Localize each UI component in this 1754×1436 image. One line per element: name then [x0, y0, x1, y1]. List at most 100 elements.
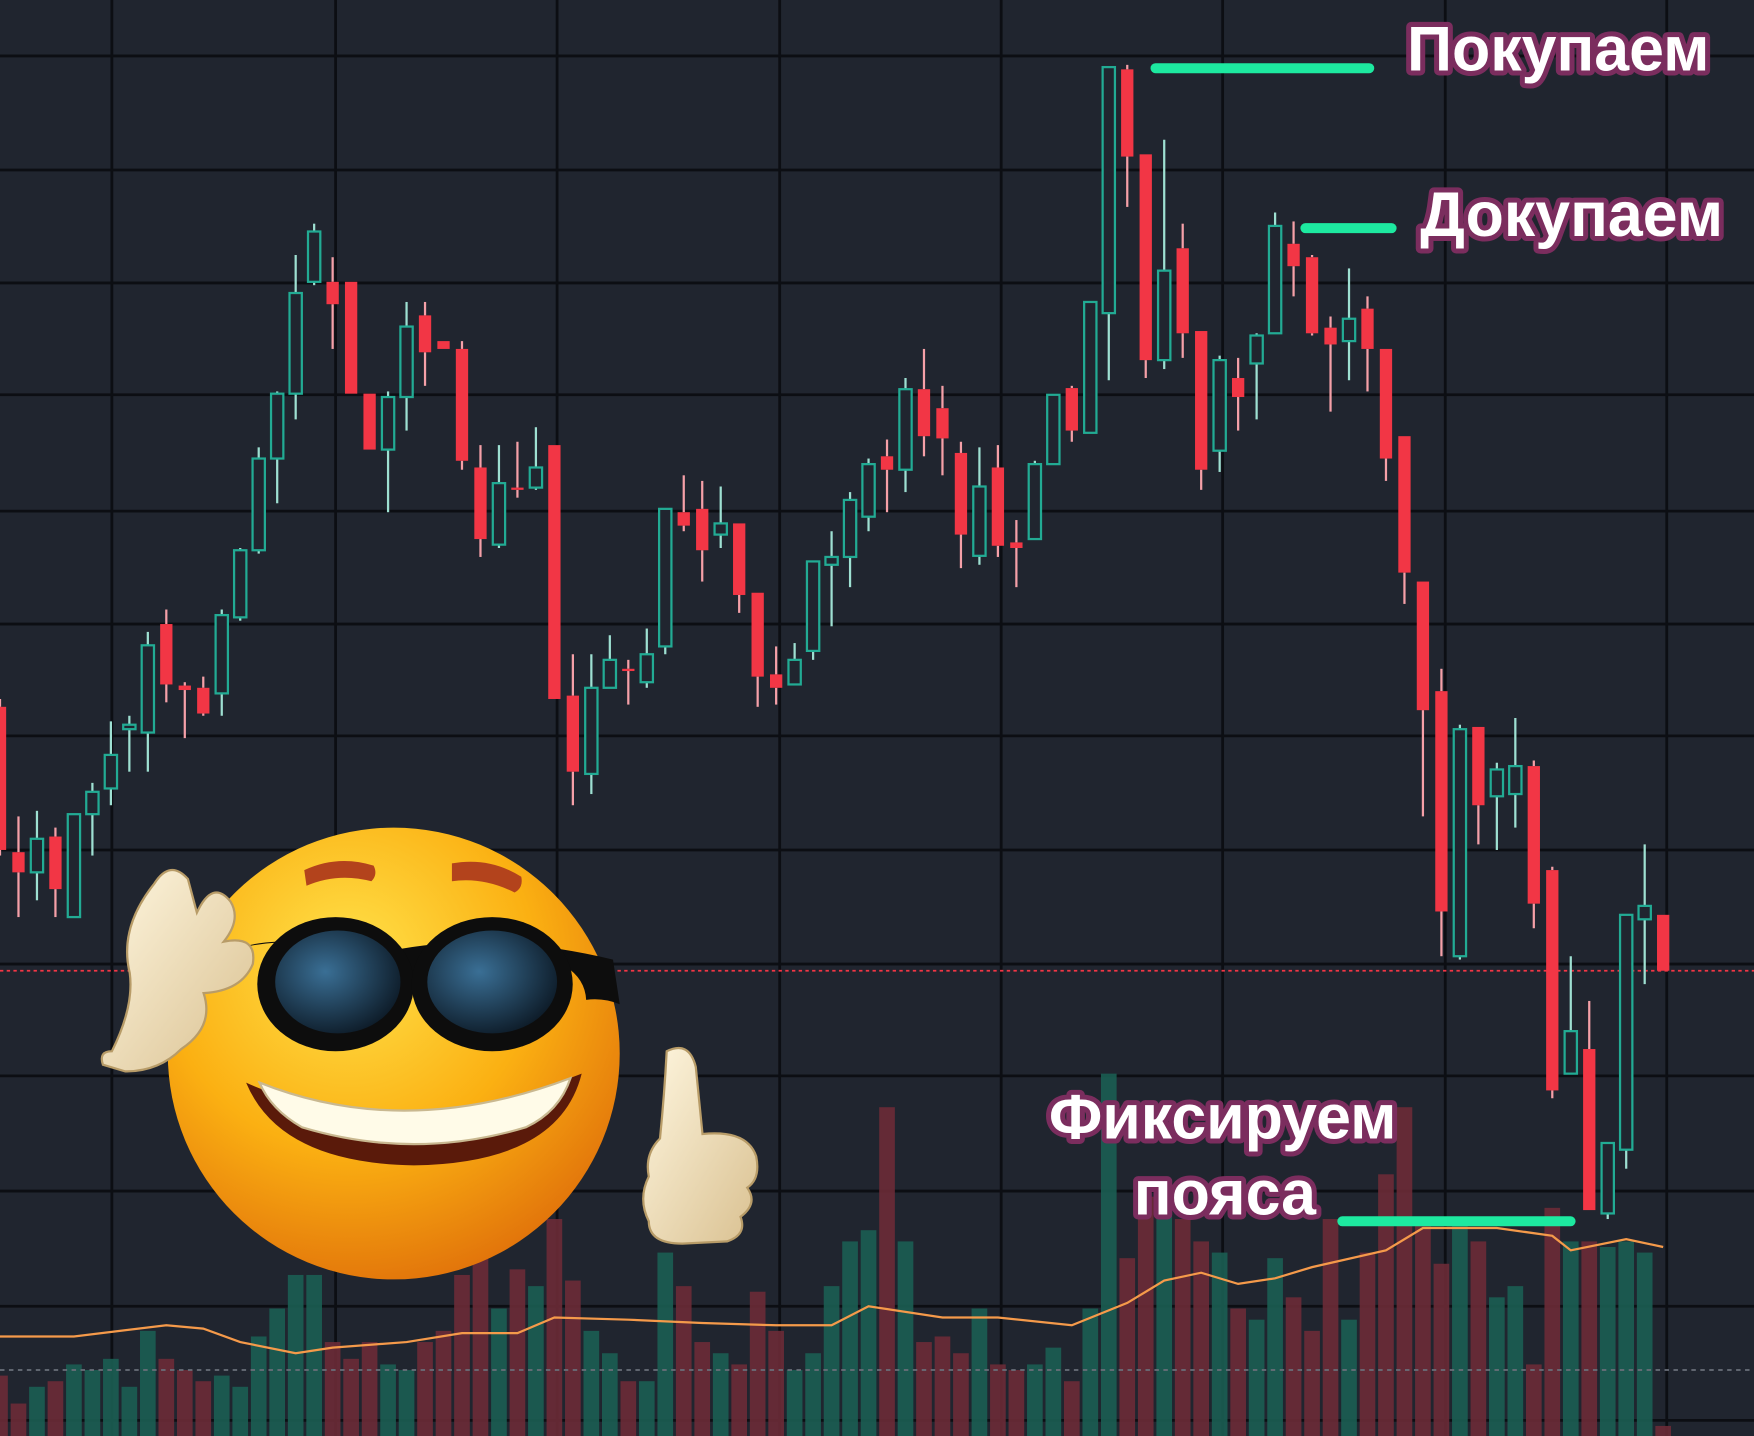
candle-body [418, 315, 432, 353]
candle-body [49, 836, 62, 890]
candle-body [1398, 436, 1411, 573]
candle-down [880, 439, 894, 513]
candle-body [602, 658, 618, 689]
candle-body [622, 668, 635, 672]
candle-down [418, 301, 432, 386]
volume-bar [1100, 1073, 1117, 1436]
volume-bar [232, 1386, 249, 1436]
candle-up [602, 635, 618, 689]
volume-bar [1156, 1207, 1173, 1436]
candle-up [1341, 268, 1357, 381]
candle-up [1046, 393, 1061, 466]
candle-body [1176, 248, 1189, 334]
candle-down [954, 441, 968, 569]
candle-down [160, 609, 173, 703]
candle-down [1176, 223, 1189, 358]
candle-body [1361, 308, 1374, 349]
candle-up [269, 391, 285, 504]
volume-bar [1452, 1219, 1468, 1436]
candle-body [122, 723, 137, 731]
candle-up [584, 654, 599, 795]
candle-body [214, 613, 230, 695]
candle-body [178, 685, 191, 691]
candle-body [1618, 913, 1634, 1151]
candle-down [326, 257, 339, 349]
candle-body [1101, 65, 1117, 315]
candle-down [1010, 520, 1023, 588]
candle-body [751, 592, 764, 677]
candle-down [1065, 385, 1078, 442]
candle-body [344, 281, 358, 394]
volume-bar [601, 1353, 618, 1436]
volume-bar [1359, 1252, 1376, 1436]
candle-body [936, 408, 949, 439]
volume-bar [287, 1274, 304, 1436]
candle-up [232, 548, 248, 621]
candle-up [380, 391, 396, 513]
candle-down [1546, 866, 1559, 1099]
candle-down [178, 682, 191, 739]
candle-down [1231, 357, 1245, 431]
volume-bar [565, 1280, 581, 1436]
volume-bar [1248, 1319, 1265, 1436]
buy-label: Покупаем [1407, 14, 1709, 84]
candle-body [1027, 463, 1043, 541]
candle-down [1121, 64, 1134, 207]
candle-body [474, 467, 487, 540]
volume-bar [269, 1308, 286, 1436]
volume-bar [158, 1358, 175, 1436]
candle-up [1452, 724, 1468, 960]
volume-bar [823, 1286, 840, 1436]
volume-bar [1285, 1297, 1302, 1436]
candle-down [1139, 154, 1152, 379]
candle-down [344, 281, 358, 394]
candle-down [49, 827, 62, 918]
volume-bar [306, 1274, 322, 1436]
candle-down [455, 341, 469, 470]
candle-body [1065, 388, 1078, 431]
candle-body [251, 457, 266, 552]
candle-body [511, 487, 524, 490]
candle-up [122, 715, 137, 772]
candle-down [511, 441, 524, 498]
candle-body [1657, 914, 1670, 971]
candle-up [66, 813, 82, 919]
candle-down [1472, 726, 1485, 845]
volume-bar [1562, 1241, 1579, 1436]
volume-bar [860, 1230, 877, 1436]
candle-body [917, 389, 931, 437]
volume-bar [1470, 1241, 1487, 1436]
candle-up [251, 447, 266, 554]
candle-body [1139, 154, 1152, 361]
candle-body [1527, 766, 1540, 904]
candle-body [1046, 393, 1061, 466]
candle-up [972, 447, 987, 565]
volume-bar [749, 1291, 766, 1436]
candle-down [917, 348, 931, 457]
candle-up [1212, 355, 1227, 472]
volume-bar [1489, 1297, 1505, 1436]
candle-body [1563, 1030, 1579, 1075]
volume-bar [842, 1241, 858, 1436]
candle-body [769, 674, 783, 688]
candle-body [491, 482, 507, 546]
volume-bar [528, 1286, 544, 1436]
volume-bar [1341, 1319, 1357, 1436]
candle-body [380, 395, 396, 451]
candle-up [1267, 212, 1283, 335]
candle-body [972, 485, 987, 557]
candle-body [1472, 726, 1485, 806]
volume-bar [1525, 1364, 1542, 1436]
volume-bar [934, 1336, 951, 1436]
volume-bar [361, 1342, 378, 1436]
candle-up [898, 378, 913, 493]
volume-bar [1063, 1381, 1080, 1436]
volume-bar [1433, 1263, 1450, 1436]
candle-body [880, 456, 894, 470]
candle-body [1010, 542, 1023, 549]
candle-body [306, 230, 322, 283]
candle-body [1305, 257, 1319, 334]
candle-body [66, 813, 82, 919]
candle-body [1324, 327, 1337, 345]
